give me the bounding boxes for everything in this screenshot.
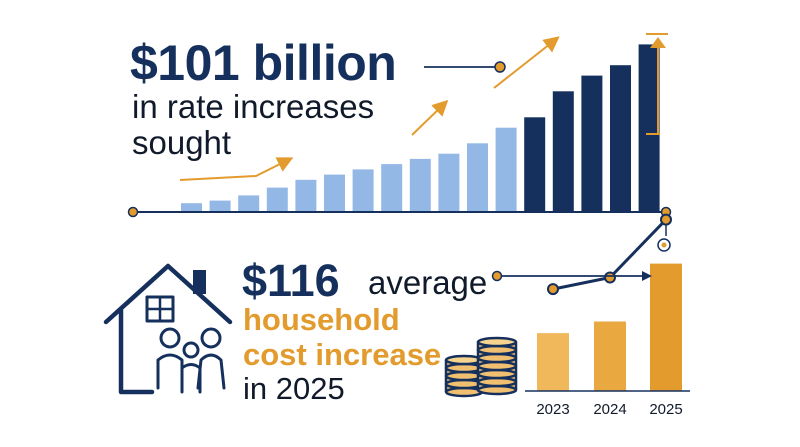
rate-bar-12 [495,127,517,211]
year-label-2024: 2024 [593,401,626,418]
headline-total: $101 billion [130,35,397,91]
household-line3: in 2025 [243,371,345,406]
rate-bar-5 [295,179,317,211]
bottom-pointer-dot [491,270,503,282]
rate-bar-1 [181,203,202,211]
rate-bar-8 [381,164,403,211]
rate-bar-7 [352,169,374,211]
rate-bar-10 [438,153,460,211]
household-amount-word: average [368,264,488,301]
trend-point-2023 [547,283,559,296]
rate-bar-16 [610,65,631,211]
up-arrow-icon [646,33,668,135]
year-label-2025: 2025 [649,401,682,418]
household-amount: $116 [242,255,340,306]
rate-bar-11 [467,143,488,211]
headline-subtitle-line1: in rate increases [132,88,375,125]
rate-bar-4 [266,187,288,211]
connector-dot [661,242,667,248]
house-family-icon [103,263,233,395]
household-bar-2024 [594,321,626,391]
trend-point-2025 [660,213,672,226]
headline-subtitle-line2: sought [132,124,232,161]
rate-bar-14 [552,91,574,211]
household-cost-bars [537,263,682,391]
rate-bar-9 [409,158,431,211]
trend-point-2024 [604,271,616,284]
bottom-pointer-arrowhead [642,271,652,281]
headline-pointer-dot [494,61,506,73]
household-line2: cost increase [243,337,442,372]
rate-bar-3 [238,195,260,211]
year-label-2023: 2023 [536,401,569,418]
household-bar-2025 [650,263,682,391]
coin-stack-icon [444,336,518,398]
baseline-left-dot [127,206,139,218]
rate-bar-13 [524,117,546,211]
trend-arrow-icon [179,36,560,181]
rate-bar-6 [324,174,345,211]
rate-bar-17 [638,44,660,212]
household-line1: household [243,302,400,337]
rate-bar-2 [209,200,231,211]
rate-bar-15 [581,75,603,211]
rate-increase-bars [181,44,660,212]
household-bar-2023 [537,333,569,391]
